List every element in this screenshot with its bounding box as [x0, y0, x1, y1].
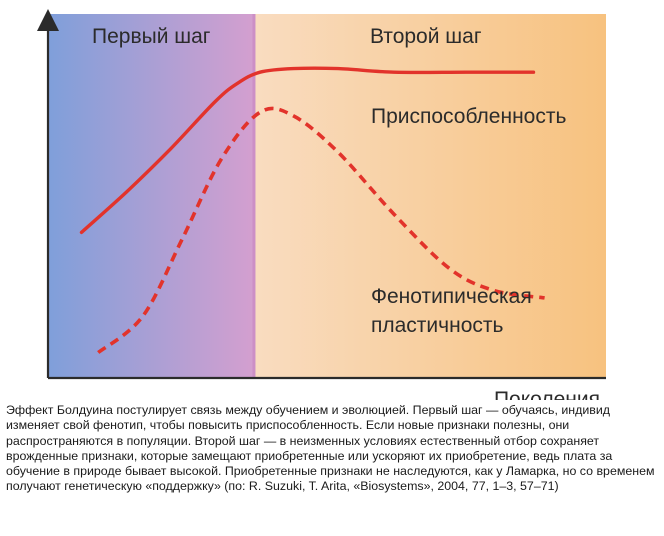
figure-caption: Эффект Болдуина постулирует связь между … — [6, 403, 655, 494]
phase-first-step-label: Первый шаг — [92, 25, 211, 48]
series-line-fitness — [79, 66, 536, 235]
baldwin-effect-chart: Первый шаг Второй шаг Приспособленность … — [37, 9, 606, 400]
phase-first-step-background — [48, 14, 255, 378]
series-label-plasticity-line1: Фенотипическая — [371, 285, 532, 308]
series-label-fitness: Приспособленность — [371, 105, 566, 128]
phase-divider — [252, 14, 256, 378]
series-layer — [79, 66, 545, 354]
series-label-plasticity: Фенотипическая пластичность — [371, 285, 532, 337]
phase-second-step-background — [254, 14, 606, 378]
x-axis-label: Поколения — [494, 388, 600, 400]
series-label-plasticity-line2: пластичность — [371, 314, 503, 337]
phase-second-step-label: Второй шаг — [370, 25, 482, 48]
series-line-plasticity — [97, 106, 545, 354]
